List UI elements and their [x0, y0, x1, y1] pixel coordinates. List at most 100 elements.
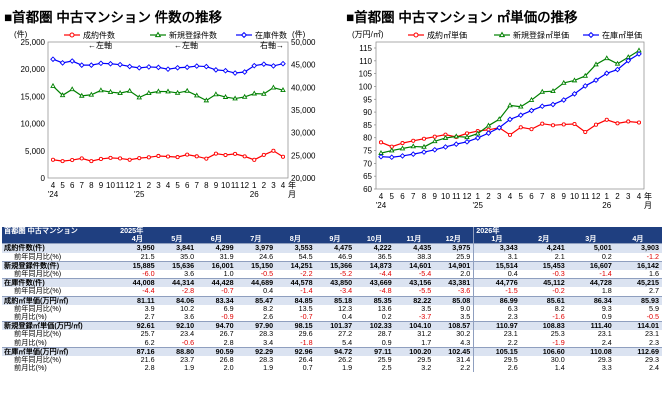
table-column-header: 11月 [394, 235, 435, 244]
table-cell: 0.4 [342, 313, 353, 322]
table-cell: 29.5 [417, 356, 432, 365]
data-point [146, 155, 151, 160]
data-point [50, 82, 56, 88]
x-tick-label: 12 [592, 192, 601, 201]
y-tick-label: 70 [363, 159, 372, 168]
data-point [260, 61, 267, 67]
table-cell: 43,850 [315, 278, 356, 288]
x-tick-label: 4 [166, 181, 171, 190]
data-point [98, 60, 104, 67]
table-column-header: 4月 [118, 235, 158, 244]
y-tick-label: 105 [359, 70, 373, 79]
table-row: 在庫件数(件) 44,008 44,314 44,428 44,689 44,578 43,… [2, 278, 662, 288]
table-cell: 2.6 [473, 364, 521, 373]
table-column-header: 1月 [473, 235, 521, 244]
table-cell: 3.5 [460, 313, 471, 322]
table-year-header: 2026年 [473, 227, 662, 236]
x-tick-label: 4 [508, 192, 513, 201]
data-point [69, 58, 76, 64]
table-cell: 44,728 [567, 278, 615, 288]
table-cell: 23.4 [180, 330, 195, 339]
table-cell: 15,885 [118, 260, 158, 271]
table-cell: 6.9 [223, 304, 234, 313]
x-tick-label: 10 [106, 181, 115, 190]
legend-marker [498, 31, 506, 38]
data-point [572, 121, 577, 127]
table-cell: 8.2 [554, 304, 565, 313]
table-cell: -1.4 [599, 270, 612, 279]
data-point [539, 103, 546, 110]
x-tick-label: 7 [80, 181, 85, 190]
data-point [60, 159, 65, 164]
data-point [146, 90, 152, 95]
data-point [464, 138, 470, 145]
data-point [213, 151, 218, 156]
table-cell: 85.61 [520, 295, 568, 305]
table-cell: 97.90 [236, 321, 277, 331]
data-point [270, 84, 277, 90]
table-cell: 83.34 [197, 295, 237, 305]
data-point [69, 86, 75, 92]
table-cell: 1.8 [601, 287, 612, 296]
data-point [442, 144, 449, 150]
table-cell: 86.99 [473, 295, 521, 305]
data-point [517, 112, 524, 119]
table-cell: 15,453 [520, 260, 568, 271]
table-cell: 2.3 [473, 313, 521, 322]
table-subrow: 前年同月比(%) -6.0 3.6 1.0 -0.5 -2.2 -5.2 -4.4 -5.4 2.… [2, 270, 662, 279]
data-point [432, 134, 437, 139]
data-point [615, 121, 620, 126]
data-point [518, 125, 523, 130]
data-point [88, 62, 95, 68]
table-cell: 16,001 [197, 260, 237, 271]
table-cell: -1.8 [300, 338, 313, 347]
row-label: 成約㎡単価(万円/㎡) [2, 295, 119, 305]
x-tick-label: 4 [51, 181, 56, 190]
table-cell: 3,841 [157, 243, 198, 253]
table-cell: -0.2 [552, 287, 565, 296]
data-point [145, 64, 152, 70]
data-point [59, 92, 66, 98]
table-cell: 6.3 [473, 304, 521, 314]
data-point [400, 141, 405, 146]
data-point [165, 66, 171, 73]
data-point [155, 88, 162, 94]
x-tick-label: 5 [519, 192, 524, 201]
y-left-tick-label: 5,000 [25, 147, 46, 156]
legend-label: 在庫件数 [255, 30, 287, 40]
data-point [593, 122, 599, 127]
data-point [126, 63, 133, 70]
table-cell: 85.35 [355, 295, 395, 305]
table-cell: 114.01 [614, 321, 662, 331]
row-label: 在庫件数(件) [2, 278, 119, 288]
data-point [399, 145, 406, 151]
table-cell: 106.60 [520, 346, 568, 357]
data-point [204, 156, 209, 161]
data-point [223, 152, 228, 158]
table-cell: 105.15 [473, 346, 521, 357]
table-cell: 0.4 [473, 270, 521, 279]
x-tick-label: 7 [411, 192, 416, 201]
table-cell: 3.1 [473, 252, 521, 262]
data-point [70, 157, 75, 163]
x-tick-label: 7 [195, 181, 200, 190]
table-cell: 3,979 [236, 243, 277, 253]
table-cell: 81.11 [118, 295, 158, 305]
x-axis-unit: 月 [644, 201, 652, 210]
table-cell: 3.3 [601, 364, 612, 373]
table-cell: 2.8 [144, 364, 155, 373]
table-cell: -5.4 [418, 270, 432, 279]
table-row: 成約㎡単価(万円/㎡) 81.11 84.06 83.34 85.47 84.85 85.1… [2, 295, 662, 305]
table-cell: 44,689 [236, 278, 277, 288]
table-cell: 111.40 [567, 321, 615, 331]
x-tick-label: 3 [156, 181, 161, 190]
y-tick-label: 115 [359, 44, 372, 53]
table-cell: 24.6 [259, 252, 274, 261]
table-cell: 90.59 [197, 346, 237, 357]
table-subrow: 前年同月比(%) 21.6 23.7 26.8 28.3 26.4 26.2 25.9 29.5… [2, 356, 662, 365]
x-tick-label: 6 [400, 192, 405, 201]
legend-label: 新規登録㎡単価 [513, 30, 569, 40]
table-cell: 4,222 [355, 243, 395, 253]
x-tick-label: 1 [605, 192, 610, 201]
table-cell: 3.6 [184, 270, 195, 279]
